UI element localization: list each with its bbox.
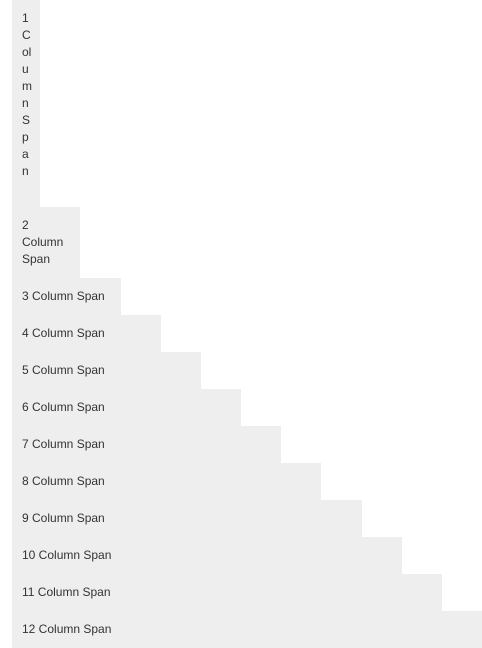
grid-row-11: 11 Column Span [12,574,442,611]
grid-cell-2-column-span: 2 Column Span [12,207,80,278]
grid-row-1: 1 Column Span [12,0,40,207]
grid-cell-label: 4 Column Span [22,326,105,340]
grid-row-3: 3 Column Span [12,278,121,315]
grid-cell-label: 9 Column Span [22,511,105,525]
grid-cell-label: 12 Column Span [22,622,112,636]
grid-row-7: 7 Column Span [12,426,281,463]
grid-cell-label: 10 Column Span [22,548,112,562]
grid-cell-8-column-span: 8 Column Span [12,463,321,500]
grid-cell-label: 11 Column Span [22,585,111,599]
grid-cell-4-column-span: 4 Column Span [12,315,161,352]
grid-row-8: 8 Column Span [12,463,321,500]
grid-cell-label: 6 Column Span [22,400,105,414]
grid-row-4: 4 Column Span [12,315,161,352]
grid-cell-label: 8 Column Span [22,474,105,488]
grid-cell-10-column-span: 10 Column Span [12,537,402,574]
grid-row-6: 6 Column Span [12,389,241,426]
grid-cell-5-column-span: 5 Column Span [12,352,201,389]
grid-cell-label: 5 Column Span [22,363,105,377]
grid-cell-3-column-span: 3 Column Span [12,278,121,315]
grid-cell-label: 3 Column Span [22,289,105,303]
grid-row-9: 9 Column Span [12,500,362,537]
grid-cell-7-column-span: 7 Column Span [12,426,281,463]
grid-cell-6-column-span: 6 Column Span [12,389,241,426]
grid-row-10: 10 Column Span [12,537,402,574]
grid-cell-12-column-span: 12 Column Span [12,611,482,648]
grid-row-12: 12 Column Span [12,611,482,648]
grid-cell-label: 2 Column Span [22,218,64,266]
grid-cell-9-column-span: 9 Column Span [12,500,362,537]
grid-row-5: 5 Column Span [12,352,201,389]
grid-cell-1-column-span: 1 Column Span [12,0,40,207]
grid-cell-11-column-span: 11 Column Span [12,574,442,611]
grid-row-2: 2 Column Span [12,207,80,278]
grid-cell-label: 1 Column Span [22,11,32,178]
grid-cell-label: 7 Column Span [22,437,105,451]
